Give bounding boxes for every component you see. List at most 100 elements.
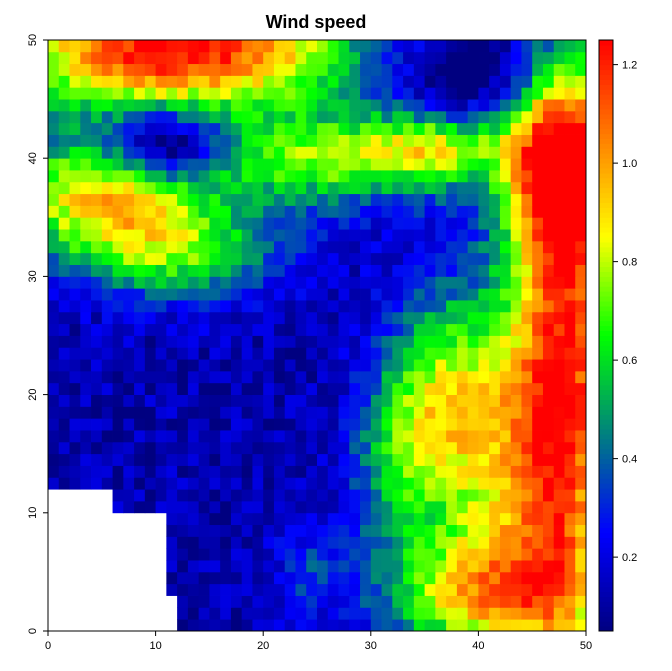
heatmap-cell [446,465,458,478]
heatmap-cell [424,571,436,585]
heatmap-cell [220,205,232,218]
heatmap-cell [467,382,479,395]
heatmap-cell [510,181,522,195]
heatmap-cell [273,40,286,53]
heatmap-cell [58,193,70,206]
heatmap-cell [123,122,135,135]
heatmap-cell [144,99,156,112]
heatmap-cell [564,63,576,76]
heatmap-cell [532,87,544,100]
heatmap-cell [499,536,512,549]
heatmap-cell [123,193,135,206]
heatmap-cell [273,276,286,289]
heatmap-cell [187,311,200,325]
heatmap-cell [510,75,522,88]
heatmap-cell [101,75,113,88]
heatmap-cell [209,394,221,407]
heatmap-cell [187,193,200,206]
heatmap-cell [317,595,329,608]
heatmap-cell [91,394,103,407]
colorbar-swatch [599,74,613,80]
heatmap-cell [521,477,533,490]
heatmap-cell [542,288,555,301]
colorbar-swatch [599,79,613,85]
heatmap-cell [198,583,210,596]
heatmap-cell [177,40,189,53]
heatmap-cell [284,583,296,596]
heatmap-cell [273,63,286,76]
heatmap-cell [198,489,210,502]
heatmap-cell [532,347,544,360]
heatmap-cell [123,205,135,218]
heatmap-cell [177,252,189,265]
heatmap-cell [478,99,490,112]
heatmap-cell [241,524,253,537]
heatmap-cell [510,370,522,384]
colorbar-swatch [599,458,613,465]
heatmap-cell [241,170,253,183]
heatmap-cell [510,99,522,112]
heatmap-cell [166,418,178,431]
colorbar-swatch [599,163,613,169]
heatmap-cell [134,193,146,206]
heatmap-cell [532,217,544,230]
heatmap-cell [284,240,296,254]
heatmap-cell [510,512,522,526]
heatmap-cell [499,477,512,490]
heatmap-cell [252,252,264,265]
heatmap-cell [360,524,372,537]
heatmap-cell [413,583,425,596]
heatmap-cell [360,205,372,218]
heatmap-cell [521,500,533,514]
heatmap-cell [295,87,307,100]
heatmap-cell [542,229,555,242]
heatmap-cell [177,75,189,88]
y-tick-label: 10 [27,507,39,519]
colorbar-swatch [599,192,613,199]
heatmap-cell [349,571,361,585]
heatmap-cell [575,122,587,135]
heatmap-cell [91,335,103,348]
heatmap-cell [575,595,587,608]
heatmap-cell [370,441,382,455]
heatmap-cell [564,252,576,265]
heatmap-cell [542,524,555,537]
heatmap-cell [542,99,555,112]
heatmap-cell [166,217,178,230]
heatmap-cell [134,252,146,265]
heatmap-cell [166,548,178,561]
heatmap-cell [230,205,243,218]
heatmap-cell [306,548,318,561]
heatmap-cell [424,430,436,443]
heatmap-cell [198,63,210,76]
heatmap-cell [499,512,512,526]
heatmap-cell [166,288,178,301]
heatmap-cell [403,110,415,124]
heatmap-cell [499,323,512,336]
heatmap-cell [263,99,275,112]
heatmap-cell [80,477,92,490]
heatmap-cell [446,571,458,585]
heatmap-cell [284,158,296,171]
heatmap-cell [198,99,210,112]
heatmap-cell [446,229,458,242]
heatmap-cell [48,122,60,135]
heatmap-cell [187,382,200,395]
heatmap-cell [467,560,479,573]
heatmap-cell [187,560,200,573]
heatmap-cell [48,158,60,171]
heatmap-cell [478,300,490,313]
heatmap-cell [499,264,512,277]
heatmap-cell [575,441,587,455]
heatmap-cell [295,264,307,277]
heatmap-cell [306,571,318,585]
heatmap-cell [284,489,296,502]
heatmap-cell [349,51,361,65]
heatmap-cell [349,87,361,100]
heatmap-cell [220,288,232,301]
heatmap-cell [241,583,253,596]
heatmap-cell [58,134,70,147]
heatmap-cell [273,311,286,325]
heatmap-cell [553,134,565,147]
